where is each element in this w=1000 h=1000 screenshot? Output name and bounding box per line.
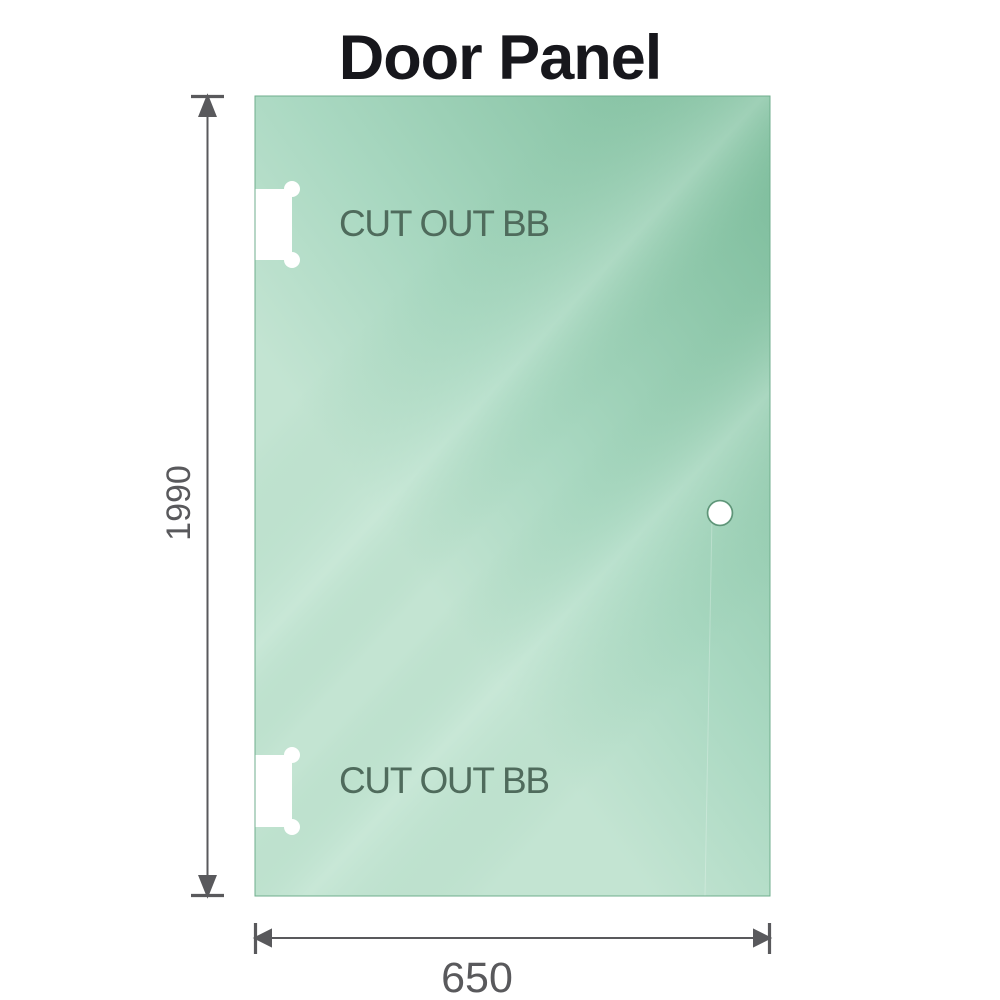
svg-text:CUT OUT BB: CUT OUT BB (339, 203, 549, 244)
svg-text:CUT OUT BB: CUT OUT BB (339, 760, 549, 801)
svg-text:650: 650 (441, 954, 513, 1000)
svg-text:1990: 1990 (160, 465, 198, 541)
